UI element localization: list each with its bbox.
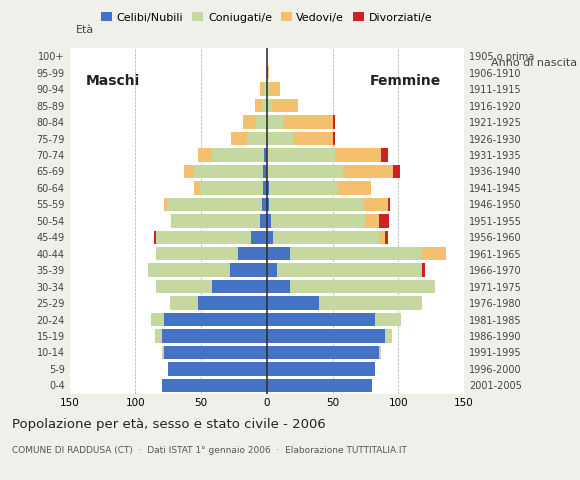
Bar <box>267 198 270 211</box>
Bar <box>263 181 267 194</box>
Bar <box>271 214 365 228</box>
Bar <box>422 247 445 261</box>
Bar <box>231 132 247 145</box>
Bar <box>264 83 267 96</box>
Bar <box>267 346 379 359</box>
Bar <box>155 329 162 343</box>
Bar <box>260 83 264 96</box>
Bar <box>338 181 371 194</box>
Bar <box>267 165 343 178</box>
Bar <box>267 148 335 162</box>
Bar <box>267 280 291 293</box>
Bar <box>282 115 332 129</box>
Bar <box>198 296 267 310</box>
Text: Popolazione per età, sesso e stato civile - 2006: Popolazione per età, sesso e stato civil… <box>12 418 325 431</box>
Bar <box>270 83 280 96</box>
Bar <box>332 132 335 145</box>
Bar <box>385 329 392 343</box>
Bar <box>148 264 230 277</box>
Bar <box>256 115 267 129</box>
Bar <box>291 280 435 293</box>
Bar <box>164 313 267 326</box>
Bar <box>157 230 251 244</box>
Bar <box>251 230 267 244</box>
Bar <box>260 214 267 228</box>
Bar <box>154 230 157 244</box>
Bar <box>381 148 388 162</box>
Bar <box>267 230 273 244</box>
Bar <box>255 99 262 112</box>
Bar <box>270 181 338 194</box>
Bar <box>267 181 270 194</box>
Bar <box>151 313 164 326</box>
Bar <box>267 247 291 261</box>
Bar <box>200 181 263 194</box>
Text: Età: Età <box>76 25 95 35</box>
Bar <box>267 313 375 326</box>
Bar <box>267 115 282 129</box>
Bar <box>167 198 262 211</box>
Bar <box>273 230 379 244</box>
Bar <box>335 148 381 162</box>
Bar <box>263 165 267 178</box>
Bar <box>157 247 238 261</box>
Bar <box>164 346 267 359</box>
Text: Anno di nascita: Anno di nascita <box>491 58 577 68</box>
Bar <box>267 214 271 228</box>
Bar <box>230 264 267 277</box>
Bar <box>184 165 194 178</box>
Bar <box>388 198 390 211</box>
Bar <box>157 280 212 293</box>
Bar <box>267 329 385 343</box>
Bar <box>293 132 332 145</box>
Text: Maschi: Maschi <box>85 74 140 88</box>
Bar <box>365 214 379 228</box>
Bar <box>212 280 267 293</box>
Bar <box>320 296 422 310</box>
Bar <box>267 83 270 96</box>
Bar <box>267 264 277 277</box>
Text: COMUNE DI RADDUSA (CT)  ·  Dati ISTAT 1° gennaio 2006  ·  Elaborazione TUTTITALI: COMUNE DI RADDUSA (CT) · Dati ISTAT 1° g… <box>12 446 407 456</box>
Bar <box>422 264 425 277</box>
Bar <box>267 99 272 112</box>
Bar <box>267 379 372 392</box>
Bar <box>198 148 212 162</box>
Bar <box>267 132 293 145</box>
Bar <box>379 346 381 359</box>
Bar <box>267 296 320 310</box>
Bar <box>379 214 389 228</box>
Bar <box>343 165 393 178</box>
Text: Femmine: Femmine <box>369 74 441 88</box>
Bar <box>162 346 164 359</box>
Bar <box>262 198 267 211</box>
Bar <box>247 132 267 145</box>
Bar <box>212 148 264 162</box>
Bar <box>332 115 335 129</box>
Bar <box>243 115 256 129</box>
Bar <box>168 362 267 376</box>
Bar <box>194 181 200 194</box>
Bar <box>291 247 422 261</box>
Bar <box>171 214 260 228</box>
Bar <box>393 165 400 178</box>
Bar <box>270 198 364 211</box>
Legend: Celibi/Nubili, Coniugati/e, Vedovi/e, Divorziati/e: Celibi/Nubili, Coniugati/e, Vedovi/e, Di… <box>97 8 437 27</box>
Bar <box>264 148 267 162</box>
Bar <box>164 198 167 211</box>
Bar <box>267 362 375 376</box>
Bar <box>169 296 198 310</box>
Bar <box>272 99 298 112</box>
Bar <box>162 329 267 343</box>
Bar <box>162 379 267 392</box>
Bar <box>262 99 267 112</box>
Bar <box>379 230 385 244</box>
Bar <box>267 66 270 79</box>
Bar <box>194 165 263 178</box>
Bar <box>375 313 401 326</box>
Bar <box>277 264 422 277</box>
Bar <box>385 230 388 244</box>
Bar <box>238 247 267 261</box>
Bar <box>364 198 388 211</box>
